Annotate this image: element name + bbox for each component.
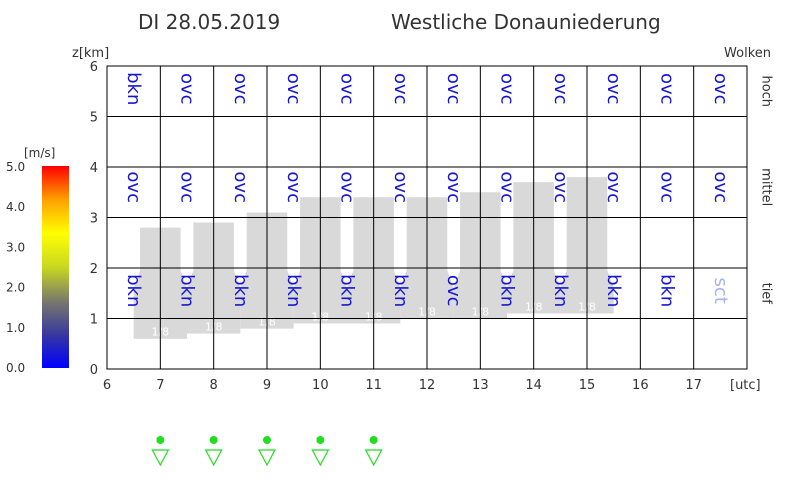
x-tick-label: 15 xyxy=(579,378,596,393)
cloud-cover-label: ovc xyxy=(230,171,251,203)
cloud-cover-label: ovc xyxy=(497,73,518,105)
y-tick-label: 5 xyxy=(90,111,98,126)
y-tick-label: 1 xyxy=(90,313,98,328)
wind-scale-tick: 4.0 xyxy=(6,200,25,214)
y-tick-label: 0 xyxy=(90,363,98,378)
cloud-cover-label: ovc xyxy=(123,171,144,203)
wind-scale-bar xyxy=(42,166,69,368)
x-tick-label: 10 xyxy=(312,378,329,393)
x-tick-label: 17 xyxy=(685,378,702,393)
rain-shower-triangle-icon xyxy=(204,449,223,467)
y-tick-label: 4 xyxy=(90,161,98,176)
cloud-cover-label: ovc xyxy=(603,171,624,203)
cloud-cover-label: bkn xyxy=(123,72,144,105)
cloud-cover-label: ovc xyxy=(283,171,304,203)
wind-scale-tick: 3.0 xyxy=(6,240,25,254)
cloud-cover-label: ovc xyxy=(657,171,678,203)
y-tick-label: 2 xyxy=(90,262,98,277)
cloud-cover-label: ovc xyxy=(657,73,678,105)
forecast-date: DI 28.05.2019 xyxy=(138,10,280,34)
rain-dot-icon xyxy=(156,436,165,444)
rain-dot-icon xyxy=(263,436,271,444)
region-name: Westliche Donauniederung xyxy=(391,10,661,34)
x-tick-label: 11 xyxy=(365,378,382,393)
x-tick-label: 9 xyxy=(263,378,271,393)
x-tick-label: 12 xyxy=(419,378,436,393)
y-tick-label: 6 xyxy=(90,60,98,75)
wind-scale-unit: [m/s] xyxy=(24,146,55,160)
cloud-cover-label: bkn xyxy=(337,274,358,307)
cloud-cover-label: ovc xyxy=(443,73,464,105)
chart-grid xyxy=(106,65,748,370)
wind-scale-tick: 5.0 xyxy=(6,160,25,174)
wind-speed-color-scale: [m/s] 0.0 1.0 2.0 3.0 4.0 5.0 xyxy=(6,146,69,375)
cloud-cover-label: ovc xyxy=(497,171,518,203)
cloud-cover-label: bkn xyxy=(497,274,518,307)
rain-shower-triangle-icon xyxy=(311,449,330,467)
x-tick-label: 8 xyxy=(210,378,218,393)
clouds-label: Wolken xyxy=(724,46,771,61)
cloud-cover-label: bkn xyxy=(177,274,198,307)
cloud-cover-label: bkn xyxy=(123,274,144,307)
cloud-cover-label: ovc xyxy=(603,73,624,105)
cloud-cover-label: ovc xyxy=(337,171,358,203)
wind-scale-tick: 1.0 xyxy=(6,321,25,335)
cloud-cover-label: sct xyxy=(710,278,731,304)
y-axis-label: z[km] xyxy=(72,46,109,61)
cloud-cover-label: ovc xyxy=(177,73,198,105)
rain-dot-icon xyxy=(316,436,325,444)
cloud-cover-label: ovc xyxy=(443,275,464,307)
cloud-cover-label: bkn xyxy=(283,274,304,307)
x-tick-label: 7 xyxy=(156,378,164,393)
cloud-cover-label: ovc xyxy=(710,171,731,203)
cloud-cover-label: ovc xyxy=(390,73,411,105)
rain-shower-triangle-icon xyxy=(258,449,276,467)
x-tick-label: 13 xyxy=(472,378,489,393)
cloud-cover-label: ovc xyxy=(550,73,571,105)
cloud-cover-label: ovc xyxy=(390,171,411,203)
cloud-cover-label: ovc xyxy=(550,171,571,203)
cloud-cover-label: ovc xyxy=(177,171,198,203)
cloud-cover-label: ovc xyxy=(443,171,464,203)
cloud-cover-label: ovc xyxy=(710,73,731,105)
rain-dot-icon xyxy=(369,436,378,444)
rain-shower-triangle-icon xyxy=(364,449,383,467)
y-tick-label: 3 xyxy=(90,212,98,227)
level-label: mittel xyxy=(759,168,774,206)
rain-shower-triangle-icon xyxy=(151,449,170,467)
level-label: tief xyxy=(759,283,774,305)
cloud-cover-label: bkn xyxy=(390,274,411,307)
wind-scale-tick: 0.0 xyxy=(6,361,25,375)
cloud-cover-label: bkn xyxy=(230,274,251,307)
cloud-cover-label: bkn xyxy=(657,274,678,307)
cloud-cover-label: bkn xyxy=(550,274,571,307)
cloud-cover-label: ovc xyxy=(230,73,251,105)
rain-dot-icon xyxy=(209,436,218,444)
cloud-cover-labels: bkn ovc ovc ovc ovc ovc ovc ovc ovc ovc ovc ovc ovc o… xyxy=(123,72,773,307)
cloud-cover-label: bkn xyxy=(603,274,624,307)
x-tick-label: 16 xyxy=(632,378,649,393)
cloud-cover-label: ovc xyxy=(283,73,304,105)
wind-scale-tick: 2.0 xyxy=(6,281,25,295)
precipitation-symbols xyxy=(151,436,383,467)
cloud-cover-label: ovc xyxy=(337,73,358,105)
x-tick-label: 6 xyxy=(103,378,111,393)
level-label: hoch xyxy=(759,75,774,107)
x-tick-label: 14 xyxy=(525,378,542,393)
x-axis-unit-label: [utc] xyxy=(730,378,761,393)
